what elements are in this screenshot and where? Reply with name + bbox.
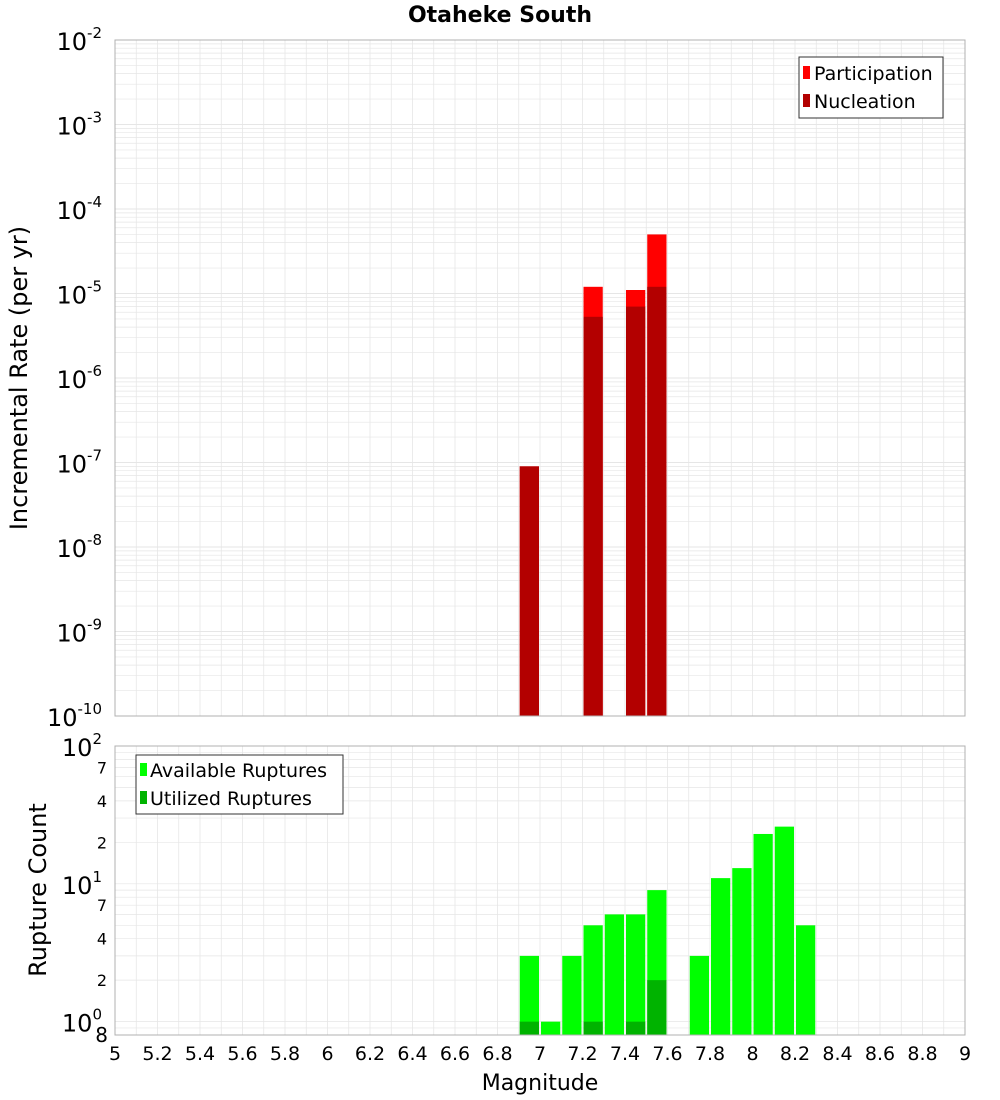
available-bar bbox=[583, 925, 603, 1035]
available-bar bbox=[774, 826, 794, 1035]
y-tick-label: 10-10 bbox=[47, 700, 102, 732]
top-plot: 10-10 10-9 10-8 10-7 10-6 10-5 10-4 10-3 10-2 In… bbox=[5, 24, 966, 732]
x-tick-label: 7.8 bbox=[695, 1043, 725, 1065]
y-minor-tick-label: 4 bbox=[97, 930, 107, 949]
available-bar bbox=[796, 925, 816, 1035]
x-tick-label: 8.2 bbox=[780, 1043, 810, 1065]
x-tick-label: 5.4 bbox=[185, 1043, 215, 1065]
x-tick-label: 8.4 bbox=[822, 1043, 852, 1065]
x-tick-label: 7 bbox=[534, 1043, 546, 1065]
x-tick-label: 6.2 bbox=[355, 1043, 385, 1065]
bottom-legend: Available Ruptures Utilized Ruptures bbox=[135, 754, 344, 815]
top-y-axis-label: Incremental Rate (per yr) bbox=[5, 226, 33, 530]
bottom-legend-box bbox=[135, 754, 344, 815]
y-tick-label: 10-3 bbox=[56, 109, 102, 141]
x-tick-label: 8.8 bbox=[907, 1043, 937, 1065]
y-tick-label: 101 bbox=[62, 868, 102, 900]
y-minor-tick-label: 8 bbox=[95, 1023, 108, 1047]
x-tick-label: 9 bbox=[959, 1043, 971, 1065]
x-tick-label: 6.4 bbox=[397, 1043, 427, 1065]
available-bar bbox=[689, 955, 709, 1035]
x-tick-label: 5 bbox=[109, 1043, 121, 1065]
legend-swatch-available bbox=[140, 763, 147, 776]
available-bar bbox=[732, 868, 752, 1035]
bottom-y-axis-label: Rupture Count bbox=[24, 803, 52, 977]
y-tick-label: 10-8 bbox=[56, 531, 102, 563]
y-minor-tick-label: 7 bbox=[97, 896, 107, 915]
legend-label-utilized: Utilized Ruptures bbox=[150, 788, 312, 810]
y-tick-label: 10-5 bbox=[56, 278, 102, 310]
x-tick-label: 6.8 bbox=[482, 1043, 512, 1065]
top-y-ticks: 10-10 10-9 10-8 10-7 10-6 10-5 10-4 10-3 10-2 bbox=[47, 24, 102, 732]
chart-title: Otaheke South bbox=[408, 3, 592, 28]
nucleation-bar bbox=[519, 466, 539, 716]
x-tick-label: 7.4 bbox=[610, 1043, 640, 1065]
x-tick-label: 7.6 bbox=[652, 1043, 682, 1065]
nucleation-bar bbox=[583, 316, 603, 716]
x-tick-label: 6 bbox=[321, 1043, 333, 1065]
x-axis-label: Magnitude bbox=[482, 1071, 599, 1096]
legend-label-participation: Participation bbox=[814, 63, 933, 85]
utilized-bar bbox=[647, 980, 667, 1035]
legend-swatch-utilized bbox=[140, 791, 147, 804]
y-tick-label: 10-9 bbox=[56, 616, 102, 648]
available-bar bbox=[753, 833, 773, 1035]
bottom-bars bbox=[519, 826, 816, 1035]
top-grid bbox=[115, 40, 966, 717]
top-plot-border bbox=[114, 39, 966, 717]
available-bar bbox=[711, 878, 731, 1035]
y-minor-tick-label: 2 bbox=[97, 833, 107, 852]
available-bar bbox=[541, 1021, 561, 1035]
y-minor-tick-label: 4 bbox=[97, 792, 107, 811]
legend-label-available: Available Ruptures bbox=[150, 760, 327, 782]
x-tick-label: 5.2 bbox=[142, 1043, 172, 1065]
top-bars bbox=[519, 234, 667, 717]
available-bar bbox=[604, 914, 624, 1035]
x-tick-label: 6.6 bbox=[440, 1043, 470, 1065]
y-tick-label: 10-6 bbox=[56, 362, 102, 394]
x-ticks: 5 5.2 5.4 5.6 5.8 6 6.2 6.4 6.6 6.8 7 7.2 7.4 7.6 7.8 8… bbox=[109, 1043, 971, 1065]
legend-swatch-participation bbox=[803, 66, 810, 79]
utilized-bar bbox=[583, 1021, 603, 1035]
y-tick-label: 102 bbox=[62, 730, 102, 762]
top-legend: Participation Nucleation bbox=[798, 56, 944, 119]
x-tick-label: 5.6 bbox=[227, 1043, 257, 1065]
y-tick-label: 100 bbox=[62, 1006, 102, 1038]
utilized-bar bbox=[519, 1021, 539, 1035]
y-minor-tick-label: 2 bbox=[97, 971, 107, 990]
legend-label-nucleation: Nucleation bbox=[814, 91, 916, 113]
utilized-bar bbox=[626, 1021, 646, 1035]
nucleation-bar bbox=[626, 306, 646, 716]
x-tick-label: 8 bbox=[746, 1043, 758, 1065]
nucleation-bar bbox=[647, 286, 667, 716]
x-tick-label: 8.6 bbox=[865, 1043, 895, 1065]
y-tick-label: 10-4 bbox=[56, 193, 102, 225]
available-bar bbox=[626, 914, 646, 1035]
bottom-plot: 100 101 102 2 4 7 2 4 7 8 5 5.2 5.4 5.6 5.8 6 6.2 6.4 6.6… bbox=[24, 730, 971, 1096]
x-tick-label: 7.2 bbox=[567, 1043, 597, 1065]
available-bar bbox=[519, 955, 539, 1035]
x-tick-label: 5.8 bbox=[270, 1043, 300, 1065]
bottom-y-ticks: 100 101 102 2 4 7 2 4 7 8 bbox=[62, 730, 108, 1047]
legend-swatch-nucleation bbox=[803, 94, 810, 107]
bottom-plot-border bbox=[114, 745, 966, 1036]
y-tick-label: 10-2 bbox=[56, 24, 102, 56]
y-tick-label: 10-7 bbox=[56, 447, 102, 479]
top-legend-box bbox=[798, 56, 944, 119]
y-minor-tick-label: 7 bbox=[97, 758, 107, 777]
available-bar bbox=[562, 955, 582, 1035]
